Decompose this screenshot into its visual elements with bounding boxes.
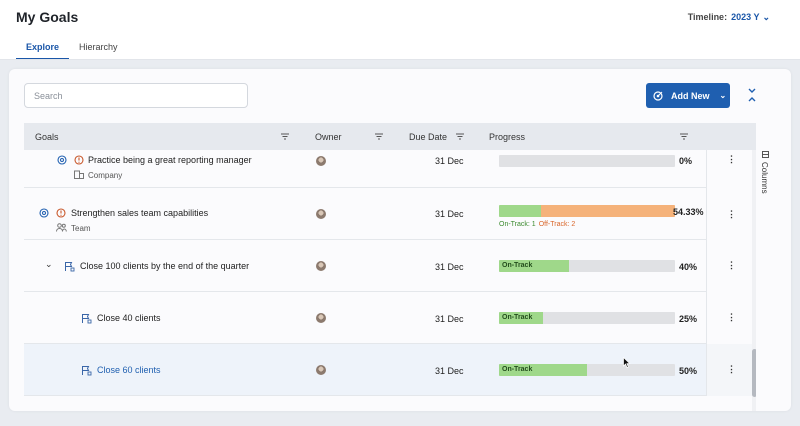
more-options-icon[interactable]: ⋮ xyxy=(727,364,736,374)
progress-fill xyxy=(499,312,543,324)
goal-type: Company xyxy=(88,171,123,180)
more-options-icon[interactable]: ⋮ xyxy=(727,260,736,270)
search-input[interactable] xyxy=(24,83,248,108)
goal-target-icon xyxy=(653,90,663,101)
timeline-selector[interactable]: Timeline: 2023 Y ⌄ xyxy=(688,12,770,23)
due-date: 31 Dec xyxy=(435,156,464,166)
filter-icon[interactable] xyxy=(456,133,464,140)
row-actions-cell xyxy=(706,150,752,188)
tabs-divider xyxy=(0,59,800,60)
due-date: 31 Dec xyxy=(435,209,464,219)
due-date: 31 Dec xyxy=(435,366,464,376)
progress-fill xyxy=(499,364,587,376)
goal-name[interactable]: Strengthen sales team capabilities xyxy=(71,208,209,218)
avatar xyxy=(316,156,326,166)
alert-icon xyxy=(56,208,66,218)
columns-icon[interactable] xyxy=(762,151,769,158)
alert-icon xyxy=(74,155,84,165)
columns-label[interactable]: Columns xyxy=(760,162,769,194)
avatar xyxy=(316,209,326,219)
table-row[interactable]: ⌄ Close 100 clients by the end of the qu… xyxy=(24,240,752,292)
goal-type: Team xyxy=(71,224,91,233)
progress-bar-multi xyxy=(499,205,675,217)
more-options-icon[interactable]: ⋮ xyxy=(727,154,736,164)
goal-flag-icon xyxy=(82,314,92,324)
top-bar: My Goals Timeline: 2023 Y ⌄ Explore Hierar… xyxy=(0,0,800,62)
progress-bar xyxy=(499,155,675,167)
tabs: Explore Hierarchy xyxy=(16,40,128,60)
table-row-selected[interactable]: Close 60 clients 31 Dec On-Track 50% ⋮ xyxy=(24,344,752,396)
columns-panel-toggle[interactable] xyxy=(756,123,773,411)
more-options-icon[interactable]: ⋮ xyxy=(727,312,736,322)
goals-card: Add New ⌄ Goals Owner Due Date Progress … xyxy=(9,69,791,411)
at-goal-icon xyxy=(39,208,49,218)
goal-name[interactable]: Close 40 clients xyxy=(97,313,161,323)
tab-hierarchy[interactable]: Hierarchy xyxy=(79,42,118,52)
row-actions-cell xyxy=(706,240,752,292)
track-summary: On-Track: 1 Off-Track: 2 xyxy=(499,221,575,228)
mouse-cursor-icon xyxy=(623,357,631,368)
progress-bar: On-Track xyxy=(499,312,675,324)
add-new-button[interactable]: Add New ⌄ xyxy=(646,83,730,108)
column-header-goals[interactable]: Goals xyxy=(35,132,59,142)
progress-percent: 0% xyxy=(679,156,693,166)
at-goal-icon xyxy=(57,155,67,165)
due-date: 31 Dec xyxy=(435,262,464,272)
goal-name[interactable]: Practice being a great reporting manager xyxy=(88,155,252,165)
chevron-down-icon[interactable]: ⌄ xyxy=(719,91,727,100)
table-header: Goals Owner Due Date Progress xyxy=(24,123,756,150)
avatar xyxy=(316,313,326,323)
filter-icon[interactable] xyxy=(375,133,383,140)
column-header-progress[interactable]: Progress xyxy=(489,132,526,142)
row-actions-cell xyxy=(706,292,752,344)
off-track-count: Off-Track: 2 xyxy=(538,221,576,228)
status-label: On-Track xyxy=(502,314,533,321)
table-row[interactable]: Close 40 clients 31 Dec On-Track 25% ⋮ xyxy=(24,292,752,344)
on-track-count: On-Track: 1 xyxy=(499,221,536,228)
column-header-due-date[interactable]: Due Date xyxy=(409,132,448,142)
progress-fill xyxy=(499,260,570,272)
vertical-scrollbar-thumb[interactable] xyxy=(752,349,757,397)
chevron-down-icon[interactable]: ⌄ xyxy=(45,259,53,269)
chevron-down-icon[interactable]: ⌄ xyxy=(762,12,770,22)
filter-icon[interactable] xyxy=(281,133,289,140)
status-label: On-Track xyxy=(502,366,533,373)
column-header-owner[interactable]: Owner xyxy=(315,132,342,142)
off-track-segment xyxy=(541,205,675,217)
row-actions-cell xyxy=(706,188,752,240)
table-row[interactable]: Strengthen sales team capabilities Team … xyxy=(24,188,752,240)
due-date: 31 Dec xyxy=(435,314,464,324)
add-new-label: Add New xyxy=(671,90,710,101)
goals-table-body: Practice being a great reporting manager… xyxy=(24,150,752,411)
progress-percent: 50% xyxy=(679,366,698,376)
team-icon xyxy=(56,223,67,232)
filter-icon[interactable] xyxy=(680,133,688,140)
goal-flag-icon xyxy=(82,366,92,376)
progress-percent: 54.33% xyxy=(673,207,704,217)
row-actions-cell xyxy=(706,344,752,396)
timeline-label: Timeline: xyxy=(687,12,728,22)
progress-bar: On-Track xyxy=(499,260,675,272)
goal-name[interactable]: Close 100 clients by the end of the quar… xyxy=(80,261,250,271)
avatar xyxy=(316,365,326,375)
collapse-icon[interactable] xyxy=(747,87,757,103)
progress-bar: On-Track xyxy=(499,364,675,376)
goal-flag-icon xyxy=(65,262,75,272)
progress-percent: 25% xyxy=(679,314,698,324)
status-label: On-Track xyxy=(502,262,533,269)
page-title: My Goals xyxy=(16,9,79,25)
goal-name[interactable]: Close 60 clients xyxy=(97,365,161,375)
more-options-icon[interactable]: ⋮ xyxy=(727,209,736,219)
tab-explore[interactable]: Explore xyxy=(16,40,70,60)
table-row[interactable]: Practice being a great reporting manager… xyxy=(24,150,752,188)
timeline-value[interactable]: 2023 Y xyxy=(731,12,760,22)
avatar xyxy=(316,261,326,271)
company-icon xyxy=(74,170,84,179)
on-track-segment xyxy=(499,205,542,217)
progress-percent: 40% xyxy=(679,262,698,272)
vertical-scrollbar-track[interactable] xyxy=(752,150,757,411)
